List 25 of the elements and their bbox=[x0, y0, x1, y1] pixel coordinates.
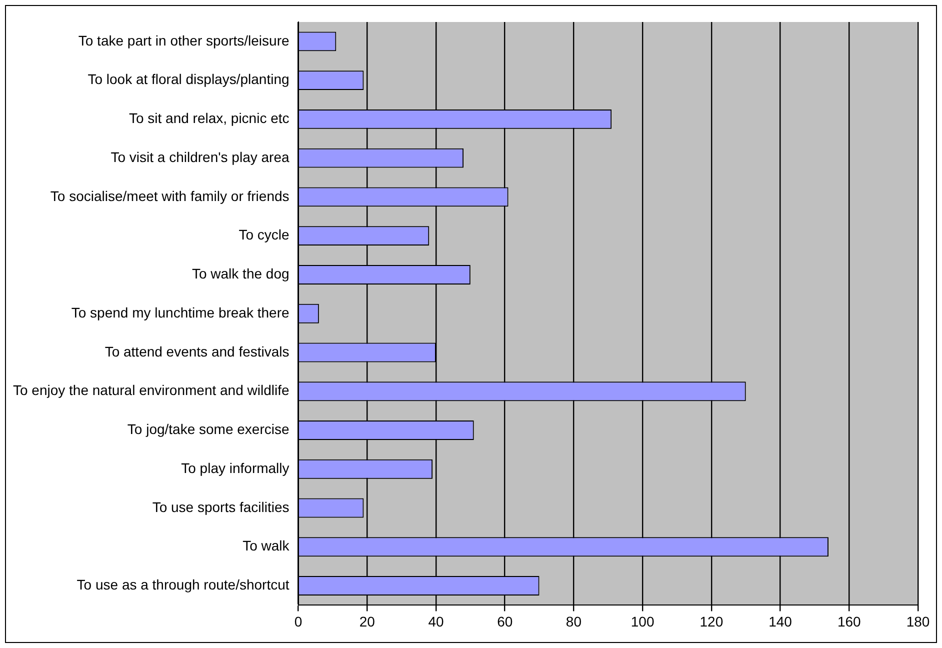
y-tick-label: To use sports facilities bbox=[152, 498, 290, 515]
y-tick-label: To take part in other sports/leisure bbox=[78, 32, 290, 48]
y-tick-label: To sit and relax, picnic etc bbox=[128, 110, 290, 126]
x-tick-label: 180 bbox=[906, 613, 930, 630]
y-tick-label: To jog/take some exercise bbox=[127, 421, 290, 438]
x-tick-label: 60 bbox=[497, 613, 513, 630]
x-tick-label: 40 bbox=[428, 613, 444, 630]
y-tick-label: To walk bbox=[242, 538, 290, 554]
x-tick-label: 0 bbox=[294, 613, 302, 630]
y-tick-label: To use as a through route/shortcut bbox=[76, 576, 290, 593]
y-tick-label: To spend my lunchtime break there bbox=[71, 304, 290, 320]
y-tick-label: To attend events and festivals bbox=[104, 343, 290, 360]
x-tick-label: 140 bbox=[768, 613, 792, 630]
y-tick-label: To play informally bbox=[181, 460, 290, 476]
y-tick-label: To walk the dog bbox=[192, 266, 290, 282]
x-tick-label: 120 bbox=[700, 613, 724, 630]
y-tick-label: To socialise/meet with family or friends bbox=[50, 188, 290, 204]
y-tick-label: To cycle bbox=[238, 226, 290, 243]
x-tick-label: 20 bbox=[359, 613, 376, 630]
x-tick-label: 100 bbox=[630, 613, 654, 630]
x-tick-label: 80 bbox=[566, 613, 582, 630]
y-tick-label: To enjoy the natural environment and wildlife bbox=[12, 382, 290, 398]
x-tick-label: 160 bbox=[837, 613, 862, 630]
y-tick-label: To look at floral displays/planting bbox=[88, 71, 290, 88]
y-tick-label: To visit a children's play area bbox=[110, 148, 290, 165]
